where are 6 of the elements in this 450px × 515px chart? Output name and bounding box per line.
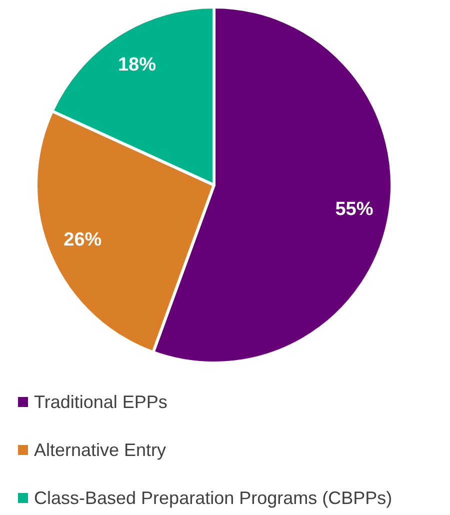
legend-label: Traditional EPPs xyxy=(34,392,168,412)
data-label: 26% xyxy=(64,230,102,251)
legend-label: Class-Based Preparation Programs (CBPPs) xyxy=(34,488,392,508)
data-label: 18% xyxy=(118,54,156,76)
legend-label: Alternative Entry xyxy=(34,440,166,460)
data-label: 55% xyxy=(335,199,374,220)
